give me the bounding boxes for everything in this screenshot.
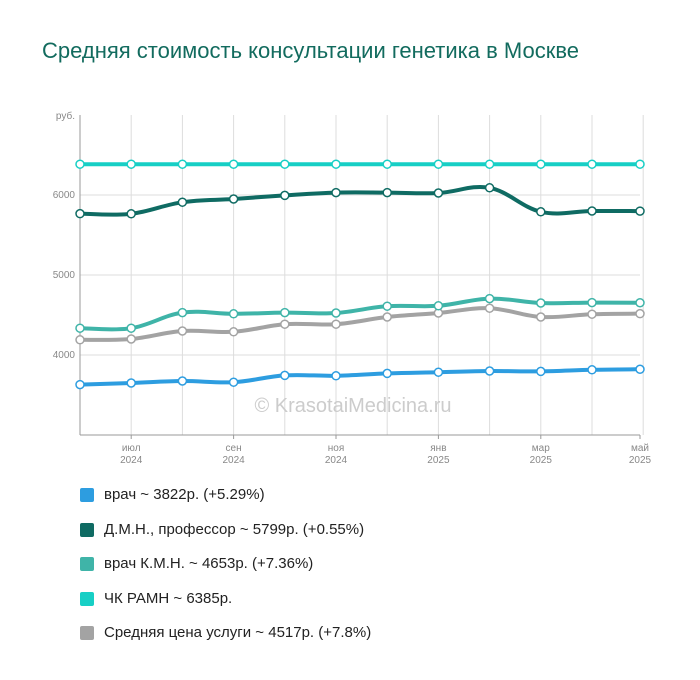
data-point [126,378,136,388]
data-point [228,309,239,319]
data-point [331,319,341,329]
legend-swatch [80,488,94,502]
data-point [536,159,546,169]
series-line-2 [78,185,642,217]
data-point [126,159,136,169]
data-point [382,368,392,379]
data-point [433,301,444,311]
data-point [536,366,546,377]
data-point [331,371,341,381]
legend-swatch [80,591,94,606]
data-point [228,377,239,387]
data-point [587,365,597,375]
data-point [382,301,392,311]
data-point [484,293,495,304]
data-point [228,327,239,337]
data-point [484,366,495,376]
data-point [382,187,392,198]
x-tick-label-year: 2025 [530,455,553,466]
data-point [331,159,341,169]
y-tick-label: 4000 [53,350,76,361]
data-point [331,308,341,318]
y-tick-label: 5000 [53,270,76,281]
series-line-3 [78,296,642,332]
data-point [177,326,188,336]
data-point [331,187,341,198]
series-line-1 [78,367,642,387]
legend-label: врач ~ 3822р. (+5.29%) [104,486,265,503]
data-point [382,159,392,169]
data-point [126,209,136,219]
data-point [587,309,597,319]
legend-label: ЧК РАМН ~ 6385р. [104,589,233,607]
data-point [484,183,495,193]
data-point [280,190,290,201]
legend-swatch [80,522,94,537]
line-chart: 400050006000руб.июл2024сен2024ноя2024янв… [53,110,652,466]
x-tick-label-month: июл [122,443,141,454]
data-point [536,207,546,217]
x-tick-label-month: сен [226,443,242,454]
data-point [635,298,645,308]
y-axis-label: руб. [56,110,75,122]
data-point [75,159,85,169]
data-point [126,334,136,344]
data-point [177,159,188,169]
y-tick-label: 6000 [53,190,76,201]
x-tick-label-year: 2024 [325,455,348,466]
x-tick-label-month: мар [532,443,550,454]
x-tick-label-month: ноя [328,443,345,454]
data-point [635,308,645,319]
data-point [75,208,85,219]
data-point [75,379,85,390]
data-point [587,297,597,308]
x-tick-label-year: 2025 [427,455,450,466]
data-point [280,159,290,169]
legend-swatch [80,557,94,571]
data-point [75,335,85,345]
data-point [536,312,546,322]
data-point [433,159,444,169]
data-point [177,307,188,318]
data-point [587,159,597,169]
data-point [75,323,85,333]
data-point [484,159,495,169]
data-point [635,364,645,374]
data-point [587,206,597,216]
data-point [382,312,392,322]
x-tick-label-year: 2025 [629,455,652,466]
data-point [433,367,444,377]
data-point [484,303,495,313]
chart-title: Средняя стоимость консультации генетика … [42,38,580,63]
data-point [177,376,188,386]
data-point [635,159,645,169]
data-point [280,319,290,329]
data-point [280,370,290,381]
data-point [177,197,188,207]
data-point [228,159,239,169]
legend-label: врач К.М.Н. ~ 4653р. (+7.36%) [104,555,314,572]
data-point [635,206,645,216]
legend-label: Д.М.Н., профессор ~ 5799р. (+0.55%) [104,520,365,538]
x-tick-label-year: 2024 [120,455,143,466]
legend-label: Средняя цена услуги ~ 4517р. (+7.8%) [104,624,372,641]
x-tick-label-year: 2024 [222,455,245,466]
data-point [536,298,546,308]
watermark: © KrasotaiMedicina.ru [254,395,451,417]
x-tick-label-month: май [631,443,649,454]
x-tick-label-month: янв [430,443,446,454]
legend-swatch [80,626,94,640]
data-point [126,323,136,333]
series-line-5 [78,306,642,342]
data-point [228,194,239,204]
data-point [280,307,290,318]
data-point [433,188,444,198]
